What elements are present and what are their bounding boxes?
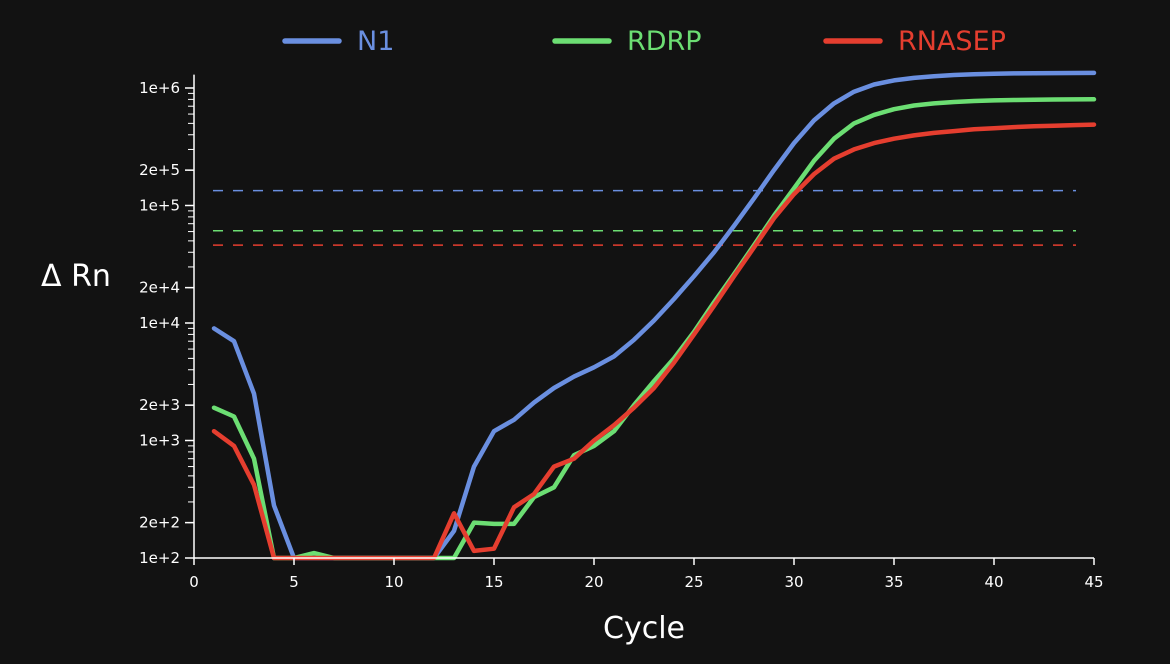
legend-item: RNASEP	[823, 26, 1006, 57]
y-tick-label: 1e+3	[139, 432, 180, 450]
x-tick-label: 10	[384, 573, 403, 591]
series-line	[211, 97, 1097, 561]
y-tick-label: 1e+5	[139, 197, 180, 215]
legend: N1 RDRP RNASEP	[282, 26, 1006, 57]
y-tick-label: 1e+4	[139, 314, 180, 332]
x-tick-label: 35	[884, 573, 903, 591]
y-tick-label: 2e+3	[139, 396, 180, 414]
y-tick-label: 1e+2	[139, 549, 180, 567]
x-tick-label: 20	[584, 573, 603, 591]
y-tick-label: 2e+5	[139, 161, 180, 179]
y-axis: 1e+2 2e+2 1e+3 2e+3 1e+4 2e+4 1e+5 2e+5 1e+6	[139, 74, 195, 567]
legend-label: RNASEP	[898, 26, 1006, 57]
legend-label: N1	[357, 26, 394, 57]
x-tick-label: 40	[984, 573, 1003, 591]
x-tick-label: 45	[1084, 573, 1103, 591]
legend-item: RDRP	[552, 26, 702, 57]
y-tick-label: 2e+4	[139, 279, 180, 297]
y-tick-label: 2e+2	[139, 514, 180, 532]
series-line	[211, 122, 1097, 561]
legend-label: RDRP	[627, 26, 702, 57]
x-tick-label: 0	[189, 573, 199, 591]
threshold-lines	[213, 189, 1076, 246]
y-tick-label: 1e+6	[139, 79, 180, 97]
x-tick-label: 30	[784, 573, 803, 591]
x-axis-title: Cycle	[603, 611, 685, 646]
x-tick-label: 15	[484, 573, 503, 591]
series-line	[211, 70, 1097, 561]
legend-item: N1	[282, 26, 394, 57]
y-axis-title: Δ Rn	[41, 259, 111, 294]
series-lines	[211, 70, 1097, 561]
x-tick-label: 25	[684, 573, 703, 591]
x-tick-label: 5	[289, 573, 299, 591]
x-axis: 0 5 10 15 20 25 30 35 40 45	[189, 557, 1104, 591]
